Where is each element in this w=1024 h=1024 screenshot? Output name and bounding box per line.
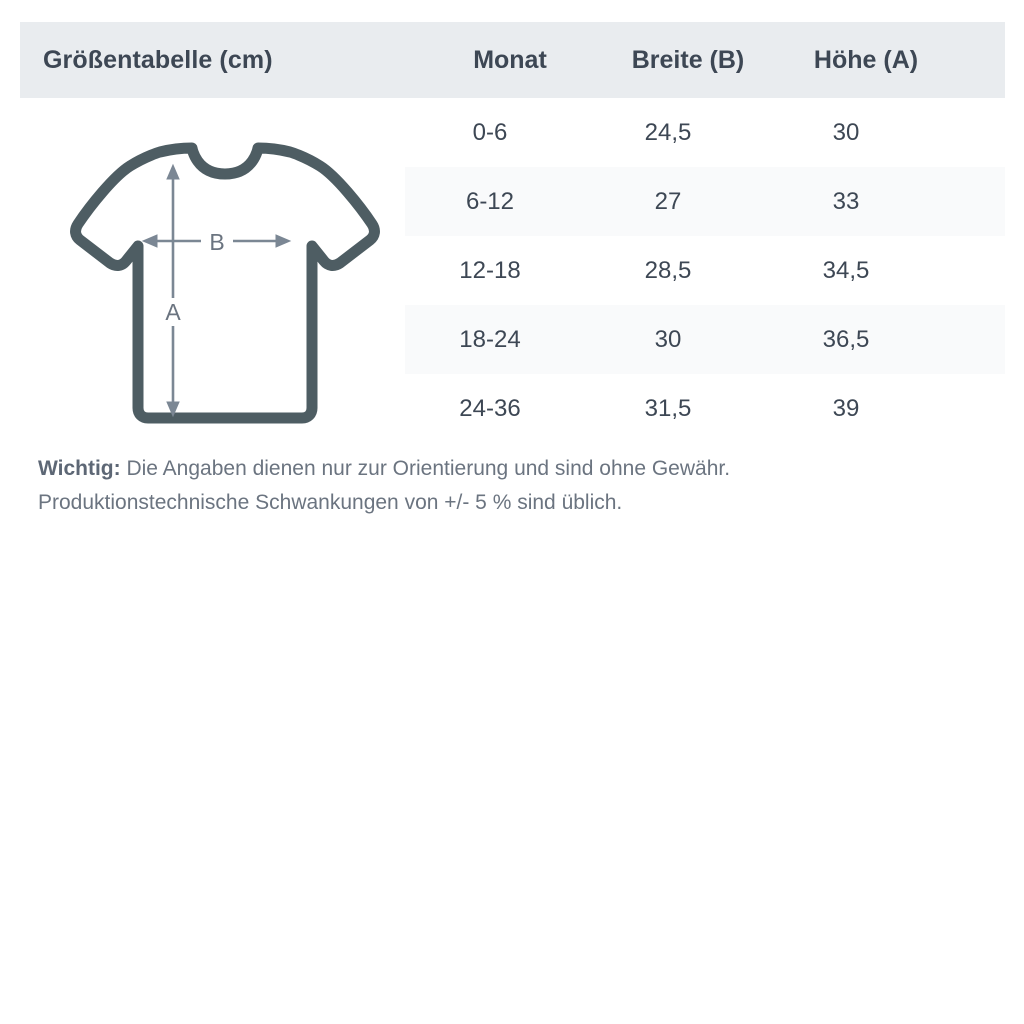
disclaimer-line-2: Produktionstechnische Schwankungen von +… — [38, 491, 623, 514]
disclaimer-bold-prefix: Wichtig: — [38, 457, 121, 480]
height-dimension-arrow — [158, 163, 188, 418]
page-title: Größentabelle (cm) — [43, 45, 273, 74]
column-header-monat: Monat — [473, 45, 547, 74]
column-header-breite: Breite (B) — [631, 45, 745, 74]
cell-monat: 18-24 — [459, 325, 521, 353]
table-row: 6-12 27 33 — [405, 167, 1005, 236]
height-label: A — [165, 299, 181, 325]
table-row: 12-18 28,5 34,5 — [405, 236, 1005, 305]
tshirt-diagram: B A — [60, 130, 390, 430]
cell-breite: 30 — [654, 325, 682, 353]
disclaimer-note: Wichtig: Die Angaben dienen nur zur Orie… — [38, 452, 998, 520]
column-header-hoehe: Höhe (A) — [813, 45, 919, 74]
cell-breite: 27 — [654, 187, 682, 215]
tshirt-outline-icon — [70, 142, 380, 424]
table-header-band: Größentabelle (cm) Monat Breite (B) Höhe… — [20, 22, 1005, 98]
width-label: B — [209, 229, 224, 255]
cell-breite: 28,5 — [644, 256, 692, 284]
size-table-body: 0-6 24,5 30 6-12 27 33 12-18 28,5 34,5 1… — [405, 98, 1005, 443]
cell-monat: 0-6 — [472, 118, 508, 146]
cell-hoehe: 30 — [832, 118, 860, 146]
cell-hoehe: 33 — [832, 187, 860, 215]
cell-monat: 12-18 — [459, 256, 521, 284]
cell-hoehe: 34,5 — [822, 256, 870, 284]
cell-hoehe: 39 — [832, 394, 860, 422]
table-row: 18-24 30 36,5 — [405, 305, 1005, 374]
cell-breite: 24,5 — [644, 118, 692, 146]
disclaimer-line-1: Die Angaben dienen nur zur Orientierung … — [120, 457, 731, 480]
table-header-row: Größentabelle (cm) Monat Breite (B) Höhe… — [20, 22, 1005, 98]
cell-breite: 31,5 — [644, 394, 692, 422]
width-dimension-arrow — [141, 228, 292, 254]
table-row: 0-6 24,5 30 — [405, 98, 1005, 167]
cell-hoehe: 36,5 — [822, 325, 870, 353]
cell-monat: 6-12 — [465, 187, 515, 215]
table-row: 24-36 31,5 39 — [405, 374, 1005, 443]
cell-monat: 24-36 — [459, 394, 521, 422]
